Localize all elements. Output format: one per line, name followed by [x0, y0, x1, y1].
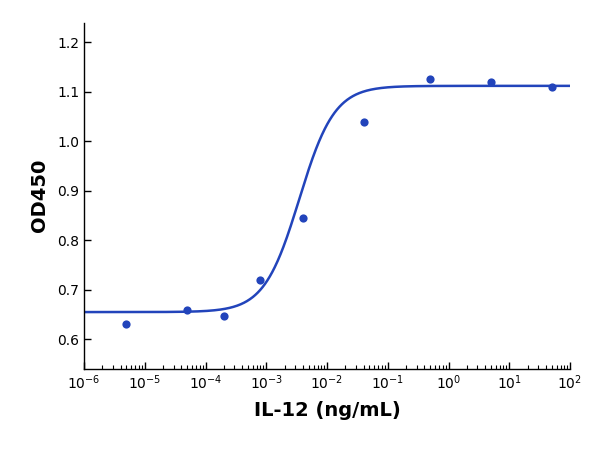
Point [298, 215, 308, 222]
Point [359, 118, 368, 125]
X-axis label: IL-12 (ng/mL): IL-12 (ng/mL) [254, 401, 400, 420]
Point [547, 83, 557, 90]
Point [122, 321, 131, 328]
Point [182, 306, 192, 313]
Point [219, 312, 229, 319]
Point [486, 78, 496, 86]
Y-axis label: OD450: OD450 [29, 159, 49, 233]
Point [256, 276, 265, 284]
Point [425, 76, 435, 83]
